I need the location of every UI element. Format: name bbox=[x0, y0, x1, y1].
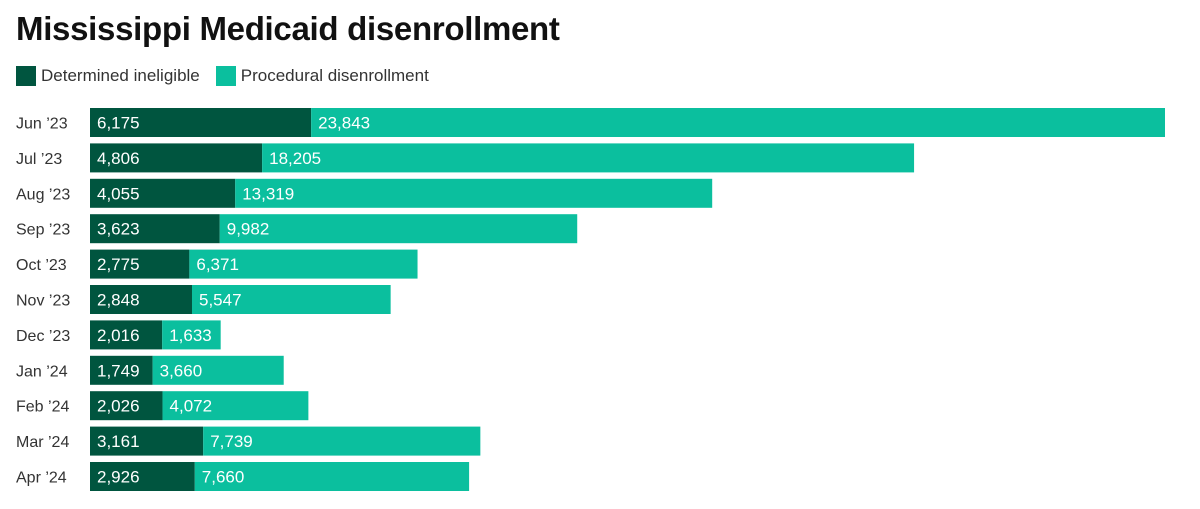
bar-determined-ineligible bbox=[90, 320, 163, 350]
bar-determined-ineligible bbox=[90, 391, 163, 421]
data-label-determined-ineligible: 2,775 bbox=[97, 255, 140, 274]
bar-procedural-disenrollment bbox=[194, 462, 470, 491]
category-label: Sep ’23 bbox=[16, 222, 70, 239]
legend-label-determined-ineligible: Determined ineligible bbox=[41, 66, 200, 85]
data-label-procedural-disenrollment: 13,319 bbox=[242, 184, 294, 203]
category-label: Mar ’24 bbox=[16, 434, 69, 451]
bar-procedural-disenrollment bbox=[152, 355, 284, 385]
bar-determined-ineligible bbox=[90, 462, 195, 491]
bar-procedural-disenrollment bbox=[191, 285, 391, 314]
data-label-determined-ineligible: 1,749 bbox=[97, 361, 140, 380]
bar-procedural-disenrollment bbox=[189, 249, 418, 279]
bar-procedural-disenrollment bbox=[203, 426, 481, 456]
legend-item-procedural-disenrollment: Procedural disenrollment bbox=[215, 66, 429, 86]
data-label-determined-ineligible: 2,026 bbox=[97, 397, 140, 416]
data-label-procedural-disenrollment: 5,547 bbox=[199, 291, 242, 310]
chart-title: Mississippi Medicaid disenrollment bbox=[16, 10, 560, 47]
data-label-procedural-disenrollment: 9,982 bbox=[227, 220, 270, 239]
bar-determined-ineligible bbox=[90, 249, 190, 279]
category-label: Feb ’24 bbox=[16, 399, 69, 416]
data-label-determined-ineligible: 2,926 bbox=[97, 468, 140, 487]
bar-procedural-disenrollment bbox=[235, 178, 713, 208]
data-label-determined-ineligible: 4,806 bbox=[97, 149, 140, 168]
category-label: Jan ’24 bbox=[16, 363, 68, 380]
data-label-procedural-disenrollment: 3,660 bbox=[160, 361, 203, 380]
data-label-determined-ineligible: 2,016 bbox=[97, 326, 140, 345]
data-label-procedural-disenrollment: 7,660 bbox=[202, 468, 245, 487]
bar-determined-ineligible bbox=[90, 108, 312, 137]
category-label: Jun ’23 bbox=[16, 116, 68, 133]
data-label-procedural-disenrollment: 23,843 bbox=[318, 114, 370, 133]
bar-determined-ineligible bbox=[90, 214, 220, 244]
data-label-determined-ineligible: 3,623 bbox=[97, 220, 140, 239]
bar-procedural-disenrollment bbox=[162, 391, 309, 421]
data-label-procedural-disenrollment: 6,371 bbox=[196, 255, 239, 274]
data-label-procedural-disenrollment: 7,739 bbox=[210, 432, 253, 451]
bar-determined-ineligible bbox=[90, 426, 204, 456]
data-label-procedural-disenrollment: 18,205 bbox=[269, 149, 321, 168]
legend-label-procedural-disenrollment: Procedural disenrollment bbox=[240, 66, 429, 85]
bar-determined-ineligible bbox=[90, 143, 263, 173]
bar-determined-ineligible bbox=[90, 355, 153, 385]
data-label-determined-ineligible: 3,161 bbox=[97, 432, 140, 451]
category-label: Apr ’24 bbox=[16, 470, 67, 487]
category-label: Nov ’23 bbox=[16, 293, 70, 310]
data-label-procedural-disenrollment: 1,633 bbox=[169, 326, 212, 345]
bar-determined-ineligible bbox=[90, 285, 192, 314]
data-label-procedural-disenrollment: 4,072 bbox=[170, 397, 213, 416]
bar-procedural-disenrollment bbox=[311, 108, 1165, 137]
bar-procedural-disenrollment bbox=[162, 320, 221, 350]
legend: Determined ineligible Procedural disenro… bbox=[16, 66, 445, 86]
data-label-determined-ineligible: 4,055 bbox=[97, 184, 140, 203]
category-label: Aug ’23 bbox=[16, 186, 70, 203]
category-label: Jul ’23 bbox=[16, 151, 62, 168]
data-label-determined-ineligible: 6,175 bbox=[97, 114, 140, 133]
bar-procedural-disenrollment bbox=[219, 214, 578, 244]
bar-procedural-disenrollment bbox=[262, 143, 915, 173]
category-label: Dec ’23 bbox=[16, 328, 70, 345]
category-label: Oct ’23 bbox=[16, 257, 67, 274]
legend-swatch-determined-ineligible bbox=[16, 66, 36, 86]
legend-swatch-procedural-disenrollment bbox=[215, 66, 236, 86]
bar-determined-ineligible bbox=[90, 178, 236, 208]
legend-item-determined-ineligible: Determined ineligible bbox=[16, 66, 200, 86]
data-label-determined-ineligible: 2,848 bbox=[97, 291, 140, 310]
